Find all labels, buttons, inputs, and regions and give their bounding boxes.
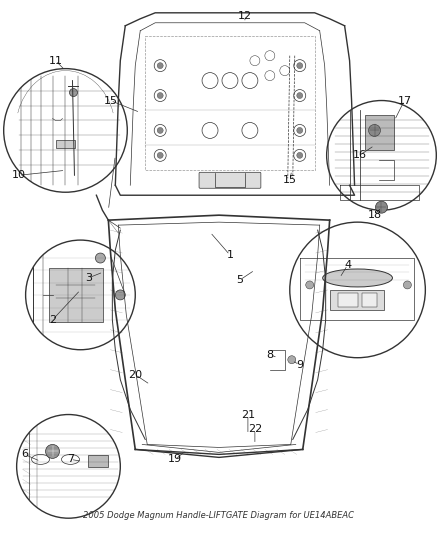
Text: 7: 7: [67, 455, 74, 464]
Text: 21: 21: [241, 409, 255, 419]
Circle shape: [157, 152, 163, 158]
Text: 10: 10: [12, 170, 26, 180]
Text: 16: 16: [353, 150, 367, 160]
Ellipse shape: [61, 455, 79, 464]
Bar: [88, 455, 108, 467]
Text: 4: 4: [344, 260, 351, 270]
Text: 2005 Dodge Magnum Handle-LIFTGATE Diagram for UE14ABEAC: 2005 Dodge Magnum Handle-LIFTGATE Diagra…: [84, 511, 354, 520]
Circle shape: [157, 93, 163, 99]
Text: 2: 2: [49, 315, 56, 325]
Circle shape: [70, 88, 78, 96]
FancyBboxPatch shape: [199, 172, 261, 188]
Bar: [364, 116, 395, 150]
Text: 11: 11: [49, 55, 63, 66]
Text: 18: 18: [367, 210, 381, 220]
Text: 6: 6: [21, 449, 28, 459]
Text: 5: 5: [237, 275, 244, 285]
Text: 19: 19: [168, 455, 182, 464]
Text: 1: 1: [226, 250, 233, 260]
Circle shape: [157, 127, 163, 133]
Circle shape: [297, 127, 303, 133]
Text: 20: 20: [128, 370, 142, 379]
Ellipse shape: [32, 455, 49, 464]
Circle shape: [297, 93, 303, 99]
Text: 22: 22: [248, 424, 262, 434]
Circle shape: [4, 69, 127, 192]
Circle shape: [297, 152, 303, 158]
Circle shape: [327, 101, 436, 210]
Circle shape: [290, 222, 425, 358]
Bar: [361, 293, 378, 307]
Bar: [56, 140, 75, 148]
Text: 3: 3: [85, 273, 92, 283]
Circle shape: [288, 356, 296, 364]
Text: 12: 12: [238, 11, 252, 21]
Circle shape: [25, 240, 135, 350]
Circle shape: [297, 63, 303, 69]
Text: 15: 15: [283, 175, 297, 185]
Text: 8: 8: [266, 350, 273, 360]
Text: 15: 15: [103, 95, 117, 106]
Bar: [330, 290, 385, 310]
Bar: [49, 268, 103, 322]
Circle shape: [368, 124, 381, 136]
Circle shape: [17, 415, 120, 518]
Circle shape: [403, 281, 411, 289]
Circle shape: [115, 290, 125, 300]
Bar: [338, 293, 357, 307]
Circle shape: [95, 253, 106, 263]
Ellipse shape: [323, 269, 392, 287]
Circle shape: [306, 281, 314, 289]
Text: 9: 9: [296, 360, 303, 370]
Text: 17: 17: [397, 95, 411, 106]
Circle shape: [46, 445, 60, 458]
Circle shape: [157, 63, 163, 69]
Circle shape: [375, 201, 388, 213]
